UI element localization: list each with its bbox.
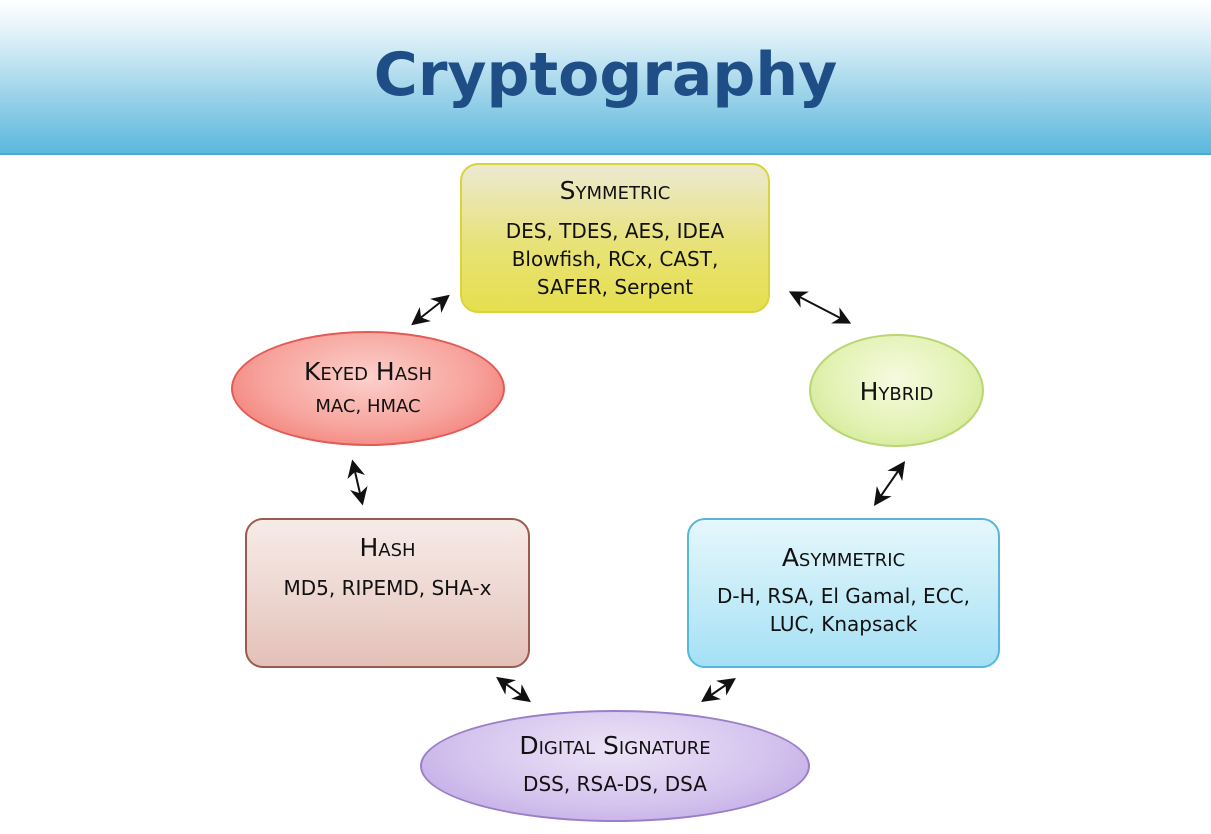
title-banner	[0, 0, 1211, 155]
node-hash: Hash MD5, RIPEMD, SHA-x	[245, 518, 530, 668]
arrow-symmetric-hybrid	[788, 291, 852, 324]
node-symmetric: Symmetric DES, TDES, AES, IDEA Blowfish,…	[460, 163, 770, 313]
arrow-keyed-hash-hash	[347, 459, 368, 506]
arrow-hash-digital-signature	[496, 676, 531, 703]
node-keyed-hash-label: Keyed Hash	[303, 357, 432, 386]
node-digital-signature-label: Digital Signature	[519, 731, 711, 760]
node-digital-signature: Digital Signature DSS, RSA-DS, DSA	[420, 710, 810, 822]
arrow-asymmetric-digital-signature	[701, 677, 736, 703]
node-hybrid-label: Hybrid	[859, 377, 934, 406]
node-symmetric-label: Symmetric	[559, 176, 671, 205]
node-keyed-hash-items: MAC, HMAC	[315, 395, 421, 417]
node-asymmetric: Asymmetric D-H, RSA, El Gamal, ECC, LUC,…	[687, 518, 1000, 668]
node-hash-items: MD5, RIPEMD, SHA-x	[283, 575, 492, 600]
node-hybrid: Hybrid	[809, 334, 984, 447]
node-asymmetric-label: Asymmetric	[781, 543, 906, 572]
node-asymmetric-items: D-H, RSA, El Gamal, ECC, LUC, Knapsack	[717, 583, 970, 636]
arrow-hybrid-asymmetric	[873, 461, 906, 506]
node-digital-signature-items: DSS, RSA-DS, DSA	[523, 771, 707, 796]
page-title: Cryptography	[373, 40, 838, 110]
node-keyed-hash: Keyed Hash MAC, HMAC	[231, 331, 505, 446]
node-symmetric-items: DES, TDES, AES, IDEA Blowfish, RCx, CAST…	[505, 218, 725, 299]
node-hash-label: Hash	[359, 533, 416, 562]
arrow-symmetric-keyed-hash	[411, 294, 450, 326]
